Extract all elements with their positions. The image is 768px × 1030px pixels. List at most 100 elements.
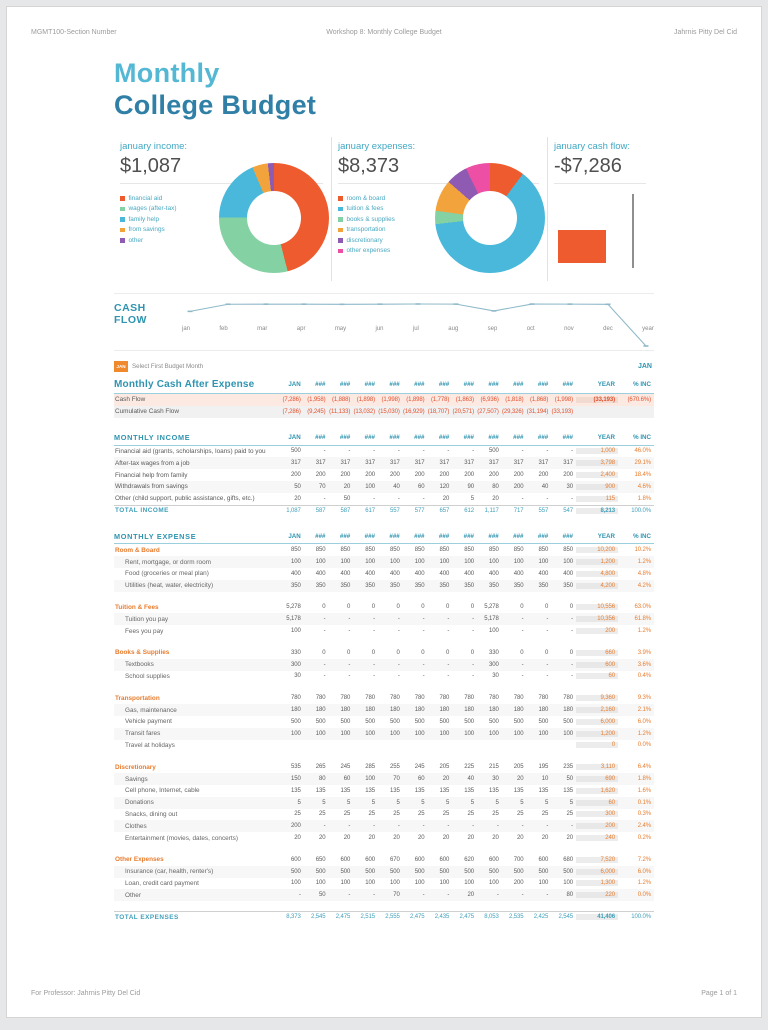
cell: 100 [489, 628, 499, 635]
cell: 0 [371, 649, 375, 656]
cell: 500 [291, 868, 301, 875]
cell: % INC [633, 381, 651, 388]
legend-label: discretionary [346, 236, 383, 244]
cell: ### [488, 381, 499, 388]
cell: 25 [294, 811, 301, 818]
cell: 5 [446, 799, 450, 806]
cell: 780 [340, 695, 351, 702]
cell: 350 [390, 582, 400, 589]
cell: - [422, 448, 425, 455]
cell: 600 [414, 856, 425, 863]
cell: 25 [319, 811, 326, 818]
cell: 350 [365, 582, 375, 589]
budget-table: Monthly Cash After Expense JAN ### ### ### ##… [114, 376, 654, 923]
cell: ### [513, 381, 524, 388]
cell: 600 [489, 856, 499, 863]
cell: 180 [439, 707, 450, 714]
table-row: Utilities (heat, water, electricity) 350 3… [114, 579, 654, 592]
cell: ### [463, 434, 474, 442]
cell: 317 [538, 460, 549, 467]
cell: YEAR [597, 381, 615, 388]
cell: 180 [414, 707, 425, 714]
page-title: Monthly College Budget [114, 57, 654, 121]
cell: 100 [439, 730, 450, 737]
cell: 200 [439, 472, 450, 479]
cell: 2,555 [385, 914, 400, 921]
cell: TOTAL EXPENSES [115, 913, 179, 921]
month-label: year [642, 326, 654, 332]
cell: ### [339, 381, 351, 388]
cell: (1,868) [529, 396, 549, 403]
chart-axis-line [632, 194, 634, 268]
table-row: Tuition & Fees 5,278 0 0 0 0 0 0 0 5,278 0 0 0 10,556… [114, 602, 654, 614]
cell: 3.6% [637, 661, 651, 668]
header-title: Workshop 8: Monthly College Budget [326, 29, 442, 36]
cell: - [521, 628, 524, 635]
cell: 200 [291, 823, 301, 830]
cell: - [323, 661, 326, 668]
cell: 180 [340, 707, 351, 714]
cell: 100 [390, 880, 400, 887]
cell: - [373, 892, 375, 899]
table-row: Textbooks 300- - - - - - -300- - -600 3.6% [114, 658, 654, 671]
cell: 0 [421, 649, 425, 656]
cell: 60 [576, 673, 618, 680]
cell: Gas, maintenance [125, 706, 177, 714]
cell: 50 [343, 495, 351, 502]
cell: 5,178 [484, 616, 499, 623]
cell: 780 [439, 695, 450, 702]
cell: 30 [566, 483, 574, 490]
cell: 600 [291, 856, 301, 863]
cell: 500 [439, 718, 450, 725]
table-row: Room & Board 850 850 850 850 850 850 850 850 850 8… [114, 544, 654, 556]
cell: 20 [467, 835, 475, 841]
cell: 2,425 [533, 914, 549, 921]
table-row: Snacks, dining out 25 25 25 25 25 25 25 25 25 25 25… [114, 809, 654, 821]
cell: 557 [390, 507, 400, 514]
cell: 60 [418, 483, 425, 490]
cell: - [422, 892, 425, 899]
legend-swatch [338, 196, 343, 201]
cell: 780 [315, 695, 326, 702]
cell: 195 [538, 764, 549, 771]
cell: (1,818) [505, 396, 524, 403]
cell: - [422, 823, 425, 830]
cell: - [373, 673, 375, 680]
cell: - [546, 661, 549, 668]
section-header-row: MONTHLY INCOME JAN ### ### ### ### ### ### ### ##… [114, 431, 654, 446]
cell: ### [315, 434, 326, 442]
cell: 30 [492, 673, 499, 680]
cell: 2.4% [637, 823, 651, 830]
cell: - [397, 495, 400, 502]
cell: ### [438, 532, 450, 540]
cell: 2,160 [576, 707, 618, 714]
cell: 600 [340, 856, 351, 863]
cell: 317 [291, 460, 301, 467]
cell: 1.2% [637, 880, 651, 887]
cell: - [397, 823, 400, 830]
cell: 9,360 [576, 695, 618, 702]
table-row: Discretionary 535 265 245 285 255 245 205 225 215… [114, 761, 654, 773]
table-row: Books & Supplies 330 0 0 0 0 0 0 0 330 0 0 0 660 3.9% [114, 647, 654, 659]
cell: 100 [563, 559, 573, 566]
cell: - [348, 448, 351, 455]
cell: ### [315, 381, 326, 388]
cell: 5 [470, 495, 474, 502]
cell: 317 [563, 460, 573, 467]
cell: (31,194) [526, 408, 549, 415]
cell: Financial help from family [115, 471, 188, 479]
table-row: Insurance (car, health, renter's) 500 500 5… [114, 865, 654, 878]
cell: 0.3% [637, 811, 651, 818]
legend-item: from savings [120, 225, 323, 236]
cell: ### [438, 434, 450, 442]
cell: 29.1% [634, 460, 651, 467]
cell: - [397, 661, 400, 668]
cell: 205 [439, 764, 450, 771]
cell: 41,406 [576, 914, 618, 921]
cell: 100 [365, 559, 375, 566]
cell: 70 [393, 776, 400, 783]
cell: 617 [365, 507, 375, 514]
cell: 20 [442, 835, 450, 841]
cell: 20 [343, 835, 351, 841]
cell: 850 [489, 547, 499, 554]
